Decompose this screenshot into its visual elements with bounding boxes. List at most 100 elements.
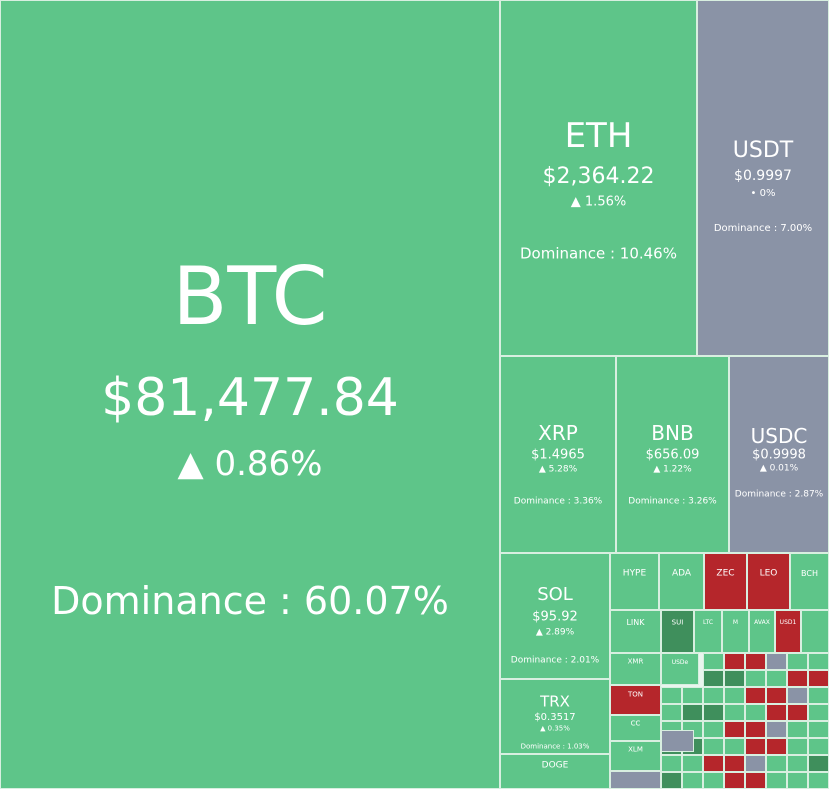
- coin-tile: AVAX: [749, 610, 775, 653]
- coin-price: $0.3517: [534, 712, 576, 723]
- coin-dominance: Dominance : 10.46%: [520, 244, 677, 263]
- coin-tile: ZEC: [704, 553, 747, 610]
- coin-symbol: TRX: [540, 692, 570, 711]
- coin-dominance: Dominance : 1.03%: [520, 742, 590, 751]
- tile: [787, 704, 808, 721]
- tile: [766, 653, 787, 670]
- tile: [808, 721, 829, 738]
- coin-tile: ETH $2,364.22 ▲ 1.56% Dominance : 10.46%: [500, 0, 697, 356]
- coin-tile: M: [722, 610, 749, 653]
- coin-price: $95.92: [532, 609, 578, 625]
- tile: [766, 687, 787, 704]
- tile: [745, 670, 766, 687]
- coin-price: $0.9998: [752, 447, 806, 463]
- tile: [787, 738, 808, 755]
- tile: [703, 772, 724, 789]
- tile: [745, 772, 766, 789]
- tile: [703, 721, 724, 738]
- coin-symbol: ZEC: [716, 568, 735, 579]
- tile: [808, 772, 829, 789]
- tile: [766, 755, 787, 772]
- tile: [787, 772, 808, 789]
- coin-tile: XRP $1.4965 ▲ 5.28% Dominance : 3.36%: [500, 356, 616, 553]
- tile: [661, 687, 682, 704]
- coin-symbol: SOL: [537, 584, 573, 605]
- coin-symbol: USDe: [671, 659, 689, 666]
- coin-symbol: DOGE: [541, 760, 569, 771]
- coin-tile: USD1: [775, 610, 801, 653]
- coin-dominance: Dominance : 3.36%: [513, 496, 603, 507]
- coin-dominance: Dominance : 7.00%: [713, 223, 813, 234]
- tile: [703, 704, 724, 721]
- tile: [766, 721, 787, 738]
- coin-tile: CC: [610, 715, 661, 741]
- coin-tile: HYPE: [610, 553, 659, 610]
- coin-change: ▲ 0.35%: [540, 724, 570, 733]
- tile: [766, 772, 787, 789]
- tile: [745, 721, 766, 738]
- coin-symbol: HYPE: [622, 568, 647, 579]
- coin-dominance: Dominance : 2.87%: [734, 489, 824, 500]
- coin-symbol: LTC: [702, 619, 714, 626]
- tile: [787, 687, 808, 704]
- tile: [808, 687, 829, 704]
- coin-symbol: CC: [630, 719, 641, 728]
- coin-tile: BCH: [790, 553, 829, 610]
- coin-tile: SUI: [661, 610, 694, 653]
- tile: [661, 755, 682, 772]
- tile: [610, 771, 661, 789]
- tile: [724, 687, 745, 704]
- coin-price: $2,364.22: [542, 164, 655, 189]
- coin-price: $1.4965: [531, 447, 585, 463]
- tile: [703, 670, 724, 687]
- tile: [703, 738, 724, 755]
- tile: [801, 610, 829, 653]
- tile: [682, 755, 703, 772]
- coin-dominance: Dominance : 60.07%: [51, 579, 449, 623]
- coin-symbol: USDT: [732, 138, 794, 163]
- tile: [724, 670, 745, 687]
- tile: [682, 687, 703, 704]
- coin-tile: LINK: [610, 610, 661, 653]
- tile: [787, 670, 808, 687]
- tile: [808, 653, 829, 670]
- tile: [745, 704, 766, 721]
- coin-symbol: LEO: [759, 568, 778, 579]
- tile: [703, 755, 724, 772]
- tile: [661, 730, 694, 752]
- tile: [724, 721, 745, 738]
- tile: [766, 670, 787, 687]
- coin-price: $0.9997: [734, 168, 792, 184]
- coin-symbol: XMR: [627, 657, 644, 666]
- coin-tile: USDe: [661, 653, 699, 685]
- tile: [808, 755, 829, 772]
- coin-symbol: USDC: [750, 424, 808, 448]
- coin-change: ▲ 0.01%: [759, 463, 799, 474]
- tile: [724, 755, 745, 772]
- coin-tile: TON: [610, 685, 661, 715]
- coin-tile: LTC: [694, 610, 722, 653]
- coin-tile: BNB $656.09 ▲ 1.22% Dominance : 3.26%: [616, 356, 729, 553]
- coin-symbol: BNB: [651, 421, 694, 445]
- tile: [682, 704, 703, 721]
- coin-tile: BTC $81,477.84 ▲ 0.86% Dominance : 60.07%: [0, 0, 500, 789]
- tile: [661, 772, 682, 789]
- tile: [745, 687, 766, 704]
- coin-symbol: XLM: [628, 745, 643, 754]
- coin-symbol: BTC: [172, 250, 328, 343]
- coin-change: • 0%: [750, 188, 776, 199]
- tile: [724, 704, 745, 721]
- tile: [703, 687, 724, 704]
- tile: [766, 704, 787, 721]
- coin-dominance: Dominance : 2.01%: [510, 655, 600, 666]
- coin-symbol: ETH: [564, 116, 633, 156]
- tile: [808, 670, 829, 687]
- coin-symbol: LINK: [626, 618, 645, 627]
- coin-symbol: XRP: [538, 421, 578, 445]
- coin-symbol: TON: [627, 690, 644, 699]
- tile: [787, 755, 808, 772]
- coin-symbol: M: [732, 619, 739, 626]
- coin-tile: SOL $95.92 ▲ 2.89% Dominance : 2.01%: [500, 553, 610, 679]
- coin-dominance: Dominance : 3.26%: [628, 496, 717, 507]
- tile: [745, 653, 766, 670]
